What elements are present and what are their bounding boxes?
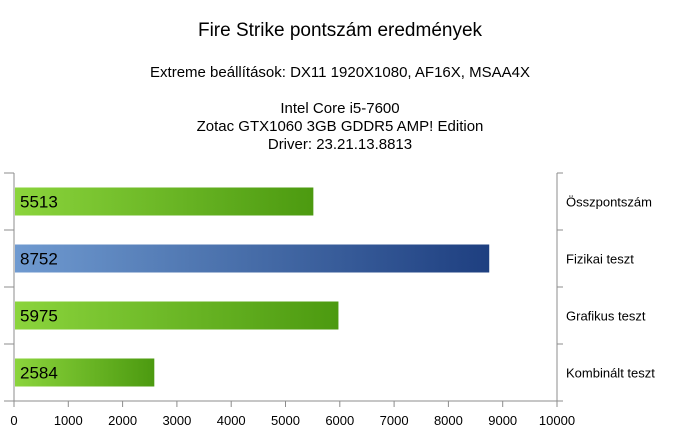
x-tick-label: 2000 — [108, 413, 137, 428]
bar — [15, 301, 339, 330]
data-label: 2584 — [20, 364, 58, 383]
x-tick-label: 9000 — [488, 413, 517, 428]
data-label: 8752 — [20, 250, 58, 269]
category-label: Kombinált teszt — [566, 366, 655, 381]
bar — [15, 244, 490, 273]
x-tick-label: 4000 — [217, 413, 246, 428]
x-tick-label: 3000 — [162, 413, 191, 428]
x-tick-label: 8000 — [434, 413, 463, 428]
chart-info-cpu: Intel Core i5-7600 — [280, 100, 400, 117]
category-label: Fizikai teszt — [566, 252, 634, 267]
x-tick-label: 7000 — [380, 413, 409, 428]
data-label: 5513 — [20, 193, 58, 212]
chart-title: Fire Strike pontszám eredmények — [197, 20, 483, 41]
bar — [15, 358, 155, 387]
chart-info-driver: Driver: 23.21.13.8813 — [267, 136, 413, 153]
x-tick-label: 6000 — [325, 413, 354, 428]
x-tick-label: 10000 — [539, 413, 575, 428]
chart-info-gpu: Zotac GTX1060 3GB GDDR5 AMP! Edition — [196, 118, 484, 135]
bar — [15, 187, 314, 216]
chart-subtitle: Extreme beállítások: DX11 1920X1080, AF1… — [150, 64, 530, 81]
x-tick-label: 0 — [10, 413, 17, 428]
x-tick-label: 5000 — [271, 413, 300, 428]
data-label: 5975 — [20, 307, 58, 326]
x-tick-label: 1000 — [54, 413, 83, 428]
category-label: Grafikus teszt — [566, 309, 646, 324]
category-label: Összpontszám — [566, 195, 652, 210]
